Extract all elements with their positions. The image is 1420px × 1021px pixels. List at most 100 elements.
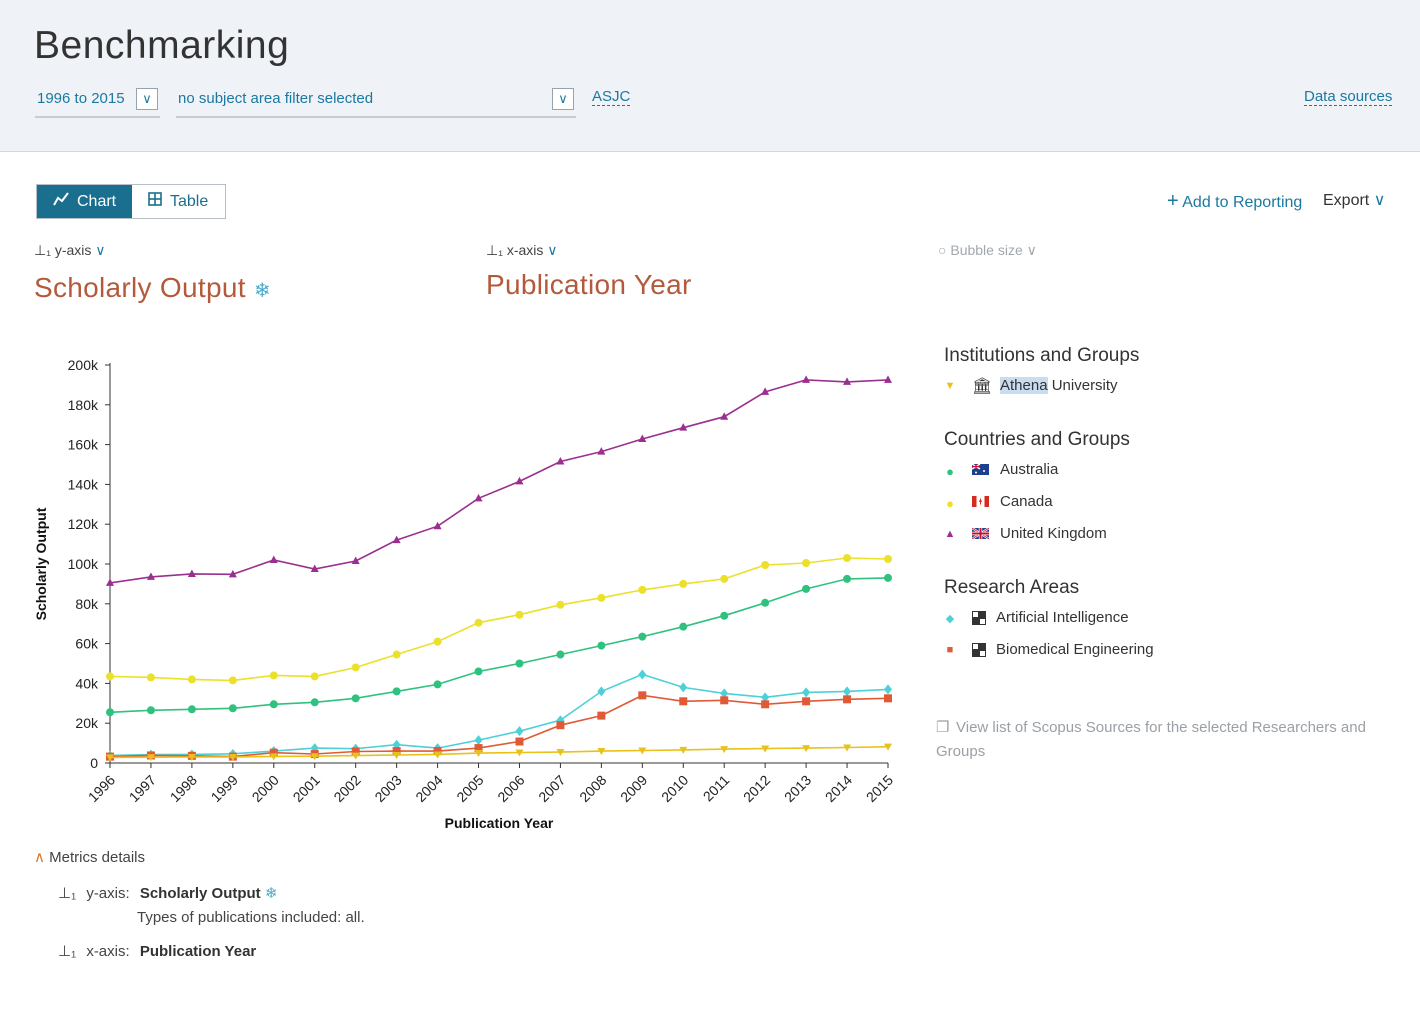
data-point (146, 673, 155, 682)
data-sources-link[interactable]: Data sources (1304, 88, 1393, 106)
data-point (392, 747, 401, 756)
data-point (556, 600, 565, 609)
add-to-reporting-button[interactable]: + Add to Reporting (1167, 190, 1302, 213)
bubble-size-label: Bubble size (950, 242, 1023, 258)
data-point (515, 659, 524, 668)
metrics-details-toggle[interactable]: ∧ Metrics details (34, 848, 145, 866)
data-point (228, 569, 237, 578)
data-point (433, 747, 442, 756)
triangle-down-icon: ▼ (944, 380, 956, 392)
data-point (638, 747, 647, 755)
y-tick-label: 180k (68, 397, 99, 413)
series-australia (106, 573, 892, 717)
header-bar: Benchmarking 1996 to 2015 ∨ no subject a… (0, 0, 1420, 152)
asjc-link[interactable]: ASJC (592, 88, 631, 106)
data-point (802, 745, 811, 753)
series-line (109, 673, 889, 757)
y-tick-label: 80k (75, 596, 99, 612)
data-point (802, 687, 811, 698)
data-point (843, 554, 852, 563)
chevron-down-icon: ∨ (1026, 242, 1037, 258)
subject-area-select[interactable]: no subject area filter selected ∨ (176, 86, 576, 118)
view-sources-link[interactable]: ❐ View list of Scopus Sources for the sel… (936, 716, 1366, 764)
data-point (884, 694, 892, 703)
data-point (720, 746, 729, 754)
y-metric-title[interactable]: Scholarly Output ❄ (34, 272, 271, 304)
y-metric-label: Scholarly Output (34, 272, 246, 303)
data-point (433, 680, 442, 689)
data-point (106, 754, 114, 762)
export-button[interactable]: Export ∨ (1323, 190, 1385, 210)
export-label: Export (1323, 192, 1370, 209)
y-axis-selector[interactable]: ⊥₁ y-axis ∨ (34, 242, 106, 259)
x-tick-label: 2004 (412, 772, 445, 805)
chevron-down-icon: ∨ (1373, 192, 1386, 209)
details-x-metric: Publication Year (139, 943, 257, 960)
data-point (802, 697, 811, 706)
x-tick-label: 2003 (371, 772, 404, 805)
details-x-prefix: x-axis: (86, 943, 130, 960)
data-point (310, 672, 319, 681)
x-tick-label: 1999 (208, 772, 241, 805)
data-point (269, 753, 278, 761)
data-point (474, 750, 483, 758)
data-point (474, 493, 483, 502)
date-range-select[interactable]: 1996 to 2015 ∨ (35, 86, 160, 118)
research-area-icon (972, 643, 986, 657)
chart-area: 0 20k 40k 60k 80k 100k 120k 140k 160k 180k 200k 199… (33, 357, 896, 830)
subject-area-value: no subject area filter selected (178, 90, 374, 107)
chevron-down-icon[interactable]: ∨ (552, 88, 574, 110)
chevron-down-icon[interactable]: ∨ (136, 88, 158, 110)
bubble-size-selector[interactable]: ○ Bubble size ∨ (938, 242, 1037, 259)
data-point (269, 555, 278, 564)
data-point (474, 618, 483, 627)
data-point (761, 598, 770, 607)
tab-chart[interactable]: Chart (37, 185, 132, 218)
y-axis-icon: ⊥₁ (34, 242, 51, 258)
y-axis-label: y-axis (54, 242, 92, 258)
data-point (106, 672, 114, 681)
x-tick-label: 1997 (126, 772, 159, 805)
data-point (802, 375, 811, 383)
x-tick-label: 2005 (453, 772, 486, 805)
data-point (761, 560, 770, 569)
data-point (392, 687, 401, 696)
details-x-row: ⊥₁ x-axis: Publication Year (58, 942, 256, 960)
data-point (679, 622, 688, 631)
y-axis-icon: ⊥₁ (58, 885, 77, 902)
x-tick-label: 2010 (658, 772, 691, 805)
data-point (351, 747, 360, 756)
metrics-details-label: Metrics details (49, 849, 146, 866)
data-point (597, 711, 606, 720)
legend-item-label: Canada (1000, 493, 1053, 510)
circle-icon: ● (946, 496, 954, 511)
data-point (269, 700, 278, 709)
legend-item-label: Biomedical Engineering (996, 641, 1154, 658)
data-point (679, 697, 688, 706)
data-point (638, 632, 647, 641)
research-area-icon (972, 611, 986, 625)
x-axis-selector[interactable]: ⊥₁ x-axis ∨ (486, 242, 558, 259)
y-tick-label: 0 (90, 755, 98, 771)
data-point (474, 744, 483, 753)
legend-research-heading: Research Areas (944, 577, 1080, 598)
institution-icon: 🏛 (972, 378, 993, 395)
data-point (597, 593, 606, 602)
x-metric-title[interactable]: Publication Year (486, 269, 692, 301)
plus-icon: + (1167, 190, 1179, 212)
x-metric-label: Publication Year (486, 269, 692, 300)
line-chart-icon (53, 185, 69, 218)
data-point (884, 684, 892, 695)
data-point (556, 650, 565, 659)
data-point (187, 754, 196, 762)
data-point (474, 735, 483, 746)
data-point (761, 745, 770, 753)
details-y-prefix: y-axis: (86, 885, 130, 902)
page-title: Benchmarking (34, 24, 290, 67)
legend-label-rest: University (1047, 377, 1118, 394)
bubble-icon: ○ (938, 242, 947, 258)
series-biomedical-engineering (106, 691, 892, 761)
tab-table[interactable]: Table (132, 185, 225, 218)
data-point (720, 696, 729, 705)
data-point (269, 748, 278, 757)
